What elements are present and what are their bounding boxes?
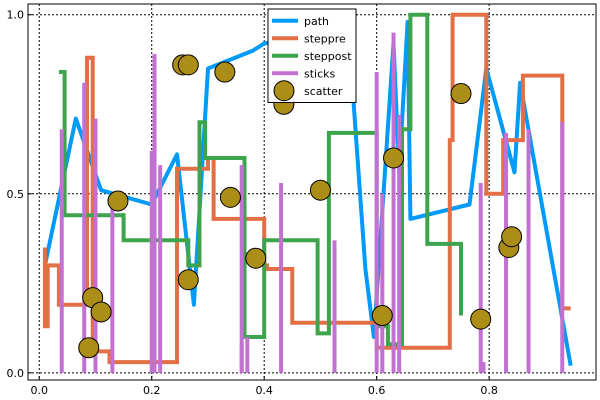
x-tick-label: 0.0	[30, 384, 48, 397]
scatter-point	[245, 247, 267, 269]
series-layer	[42, 12, 573, 373]
scatter-point	[383, 147, 405, 169]
legend-label-steppre: steppre	[304, 32, 346, 45]
scatter-point	[90, 301, 112, 323]
scatter-point	[177, 54, 199, 76]
legend-label-sticks: sticks	[304, 67, 336, 80]
y-tick-label: 0.0	[7, 367, 25, 380]
x-tick-label: 0.4	[255, 384, 273, 397]
x-tick-label: 0.8	[480, 384, 498, 397]
tick-labels: 0.0 0.2 0.4 0.6 0.8 0.0 0.5 1.0	[7, 9, 498, 397]
legend-marker-scatter	[273, 80, 295, 102]
x-tick-label: 0.2	[143, 384, 161, 397]
scatter-point	[214, 61, 236, 83]
scatter-point	[219, 186, 241, 208]
scatter-point	[177, 269, 199, 291]
legend-label-path: path	[304, 15, 329, 28]
scatter-point	[309, 179, 331, 201]
scatter-point	[371, 305, 393, 327]
series-steppost-line	[58, 12, 463, 347]
y-tick-label: 1.0	[7, 9, 25, 22]
scatter-point	[501, 226, 523, 248]
scatter-point	[107, 190, 129, 212]
legend: path steppre steppost sticks scatter	[267, 8, 357, 103]
scatter-point	[78, 337, 100, 359]
scatter-point	[450, 83, 472, 105]
scatter-point	[470, 308, 492, 330]
x-tick-label: 0.6	[368, 384, 386, 397]
y-tick-label: 0.5	[7, 188, 25, 201]
legend-label-scatter: scatter	[304, 85, 343, 98]
legend-label-steppost: steppost	[304, 50, 352, 63]
